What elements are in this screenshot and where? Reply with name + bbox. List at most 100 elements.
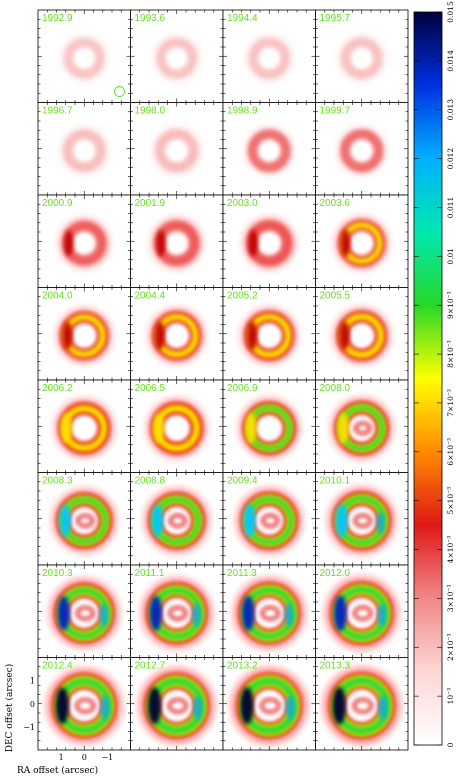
colorbar-tick-label: 6×10⁻³ xyxy=(446,438,455,466)
ring-image xyxy=(326,485,397,556)
panel-background xyxy=(223,10,316,103)
epoch-label: 2000.9 xyxy=(42,198,73,209)
panel-ticks xyxy=(315,472,408,565)
ring-image xyxy=(145,397,208,460)
panel-ticks xyxy=(315,287,408,380)
image-panel: 2004.4 xyxy=(130,287,224,381)
epoch-label: 2006.9 xyxy=(227,383,258,394)
image-panel: 2006.2 xyxy=(37,379,131,473)
colorbar-tick-label: 0.014 xyxy=(446,50,455,72)
y-tick-label: 1 xyxy=(30,677,35,686)
image-panel: 2008.3 xyxy=(37,472,131,566)
axis-ticks: 1 0 −1 1 0 −1 xyxy=(23,677,113,762)
epoch-label: 2004.4 xyxy=(135,291,166,302)
panel-ticks xyxy=(223,287,316,380)
epoch-label: 2013.3 xyxy=(320,661,351,672)
colorbar-tick-label: 0.01 xyxy=(446,248,455,265)
epoch-label: 2008.3 xyxy=(42,476,73,487)
panel-background xyxy=(38,195,131,288)
image-panel: 1994.4 xyxy=(222,9,316,103)
panel-background xyxy=(315,10,408,103)
beam-circle-icon xyxy=(114,86,125,97)
ring-image xyxy=(48,577,121,650)
colorbar-tick-label: 4×10⁻³ xyxy=(446,536,455,564)
ring-image xyxy=(329,396,394,461)
ring-image xyxy=(152,34,201,83)
image-panel: 2011.3 xyxy=(222,564,316,658)
epoch-label: 1994.4 xyxy=(227,13,258,24)
panel-ticks xyxy=(130,380,223,473)
panel-ticks xyxy=(315,10,408,103)
ring-image xyxy=(59,125,110,176)
epoch-label: 2004.0 xyxy=(42,291,73,302)
epoch-label: 2010.1 xyxy=(320,476,351,487)
image-panel: 2006.5 xyxy=(130,379,224,473)
panel-background xyxy=(223,195,316,288)
x-tick-label: −1 xyxy=(101,753,113,762)
ring-image xyxy=(230,666,309,745)
panel-ticks xyxy=(38,472,131,565)
image-panel: 2013.3 xyxy=(315,657,409,751)
colorbar-scale xyxy=(413,11,443,746)
panel-ticks xyxy=(223,657,316,750)
image-panel: 2009.4 xyxy=(222,472,316,566)
image-panel: 2003.0 xyxy=(222,194,316,288)
panel-ticks xyxy=(315,657,408,750)
colorbar-tick-label: 0.012 xyxy=(446,148,455,170)
panel-ticks xyxy=(315,565,408,658)
epoch-label: 1998.9 xyxy=(227,106,258,117)
ring-image xyxy=(239,306,299,366)
epoch-label: 2008.8 xyxy=(135,476,166,487)
epoch-label: 1996.7 xyxy=(42,106,73,117)
x-tick-label: 0 xyxy=(82,753,87,762)
epoch-label: 2003.0 xyxy=(227,198,258,209)
ring-image xyxy=(147,306,207,366)
panel-ticks xyxy=(38,287,131,380)
image-panel: 2012.0 xyxy=(315,564,409,658)
ring-image xyxy=(232,576,307,651)
colorbar-tick-label: 2×10⁻³ xyxy=(446,633,455,661)
epoch-label: 2006.2 xyxy=(42,383,73,394)
panel-background xyxy=(130,102,223,195)
ring-image xyxy=(51,487,118,554)
image-panel: 1995.7 xyxy=(315,9,409,103)
panel-ticks xyxy=(130,472,223,565)
epoch-label: 2003.6 xyxy=(320,198,351,209)
panel-ticks xyxy=(130,657,223,750)
panel-ticks xyxy=(223,472,316,565)
panel-ticks xyxy=(223,10,316,103)
colorbar-tick-label: 10⁻³ xyxy=(446,688,455,705)
image-panel: 2013.2 xyxy=(222,657,316,751)
panel-ticks xyxy=(38,10,131,103)
ring-image xyxy=(337,33,387,83)
image-panel: 2012.4 xyxy=(37,657,131,751)
ring-image xyxy=(138,667,216,745)
epoch-label: 2008.0 xyxy=(320,383,351,394)
image-panel: 1998.0 xyxy=(130,102,224,196)
panel-ticks xyxy=(130,565,223,658)
epoch-label: 2013.2 xyxy=(227,661,258,672)
epoch-label: 1993.6 xyxy=(135,13,166,24)
panel-ticks xyxy=(130,10,223,103)
image-grid: 1992.9 1993.6 1994.4 1995.7 1996.7 1998.0 1998… xyxy=(23,9,409,762)
image-panel: 2005.5 xyxy=(315,287,409,381)
epoch-label: 2011.1 xyxy=(135,568,165,579)
panel-ticks xyxy=(223,565,316,658)
panel-background xyxy=(130,195,223,288)
image-panel: 2003.6 xyxy=(315,194,409,288)
colorbar-tick-label: 0 xyxy=(446,742,455,747)
colorbar-tick-label: 0.011 xyxy=(446,197,455,218)
ring-image xyxy=(53,397,116,460)
ring-image xyxy=(241,215,297,271)
panel-ticks xyxy=(38,565,131,658)
colorbar-tick-label: 0.015 xyxy=(446,1,455,23)
ring-image xyxy=(235,486,304,555)
epoch-label: 2012.7 xyxy=(135,661,166,672)
image-panel: 2010.1 xyxy=(315,472,409,566)
image-panel: 1998.9 xyxy=(222,102,316,196)
epoch-label: 2012.0 xyxy=(320,568,351,579)
panel-ticks xyxy=(223,102,316,195)
colorbar-tick-label: 0.013 xyxy=(446,99,455,121)
panel-background xyxy=(38,10,131,103)
